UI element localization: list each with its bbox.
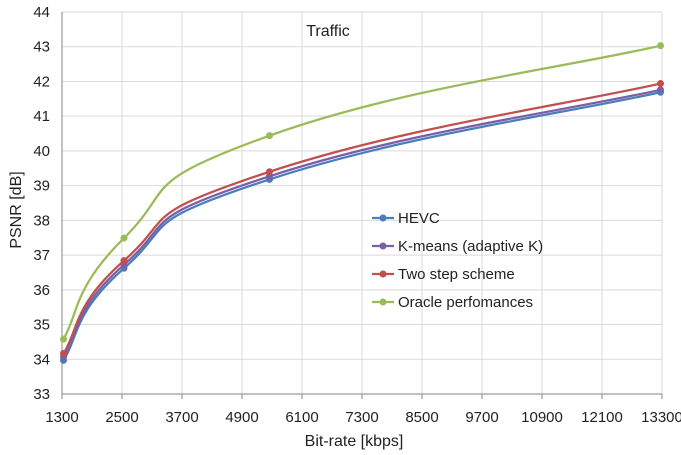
y-tick-label: 42: [33, 73, 50, 90]
series-line-two-step-scheme: [62, 82, 661, 354]
x-tick-label: 2500: [105, 409, 138, 426]
chart-title: Traffic: [306, 23, 350, 40]
legend: HEVC K-means (adaptive K) Two step scheme O…: [372, 210, 543, 311]
data-point-oracle-perfomances: [266, 132, 273, 140]
x-axis-label: Bit-rate [kbps]: [305, 433, 404, 450]
legend-label-hevc: HEVC: [398, 210, 440, 227]
x-tick-labels: 1300 2500 3700 4900 6100 7300 8500 9700 10900 121…: [45, 409, 681, 426]
data-point-two-step-scheme: [266, 168, 273, 176]
y-axis-label: PSNR [dB]: [8, 171, 25, 248]
y-tick-label: 43: [33, 39, 50, 56]
x-tick-label: 13300: [641, 409, 681, 426]
series-line-hevc: [62, 91, 661, 361]
data-point-two-step-scheme: [120, 257, 128, 265]
y-tick-labels: 33 34 35 36 37 38 39 40 41 42 43 44: [33, 4, 50, 403]
data-point-oracle-perfomances: [120, 234, 128, 242]
y-tick-label: 38: [33, 212, 50, 229]
data-point-k-means-adaptive-k: [657, 86, 664, 94]
y-tick-label: 35: [33, 317, 50, 334]
x-tick-label: 3700: [165, 409, 198, 426]
legend-marker-oracle-perfomances: [379, 298, 387, 306]
data-point-two-step-scheme: [60, 349, 67, 357]
series-lines: [60, 42, 664, 364]
legend-marker-two-step-scheme: [379, 270, 387, 278]
y-tick-label: 34: [33, 351, 50, 368]
y-tick-label: 41: [33, 108, 50, 125]
legend-label-two-step-scheme: Two step scheme: [398, 266, 515, 283]
y-tick-label: 36: [33, 282, 50, 299]
axes: [61, 12, 663, 399]
legend-marker-hevc: [379, 214, 387, 222]
x-tick-label: 6100: [285, 409, 318, 426]
x-tick-label: 10900: [521, 409, 563, 426]
x-tick-label: 12100: [581, 409, 623, 426]
x-tick-label: 7300: [345, 409, 378, 426]
y-tick-label: 39: [33, 178, 50, 195]
x-tick-label: 4900: [225, 409, 258, 426]
y-tick-label: 40: [33, 143, 50, 160]
y-tick-label: 37: [33, 247, 50, 264]
x-tick-label: 8500: [405, 409, 438, 426]
x-tick-label: 1300: [45, 409, 78, 426]
data-point-oracle-perfomances: [60, 335, 67, 343]
series-line-k-means-adaptive-k: [62, 88, 661, 358]
series-line-oracle-perfomances: [62, 44, 661, 340]
data-point-two-step-scheme: [657, 80, 664, 88]
legend-marker-k-means-adaptive-k: [379, 242, 387, 250]
legend-label-k-means-adaptive-k: K-means (adaptive K): [398, 238, 543, 255]
data-point-oracle-perfomances: [657, 42, 664, 50]
y-tick-label: 33: [33, 386, 50, 403]
x-tick-label: 9700: [465, 409, 498, 426]
legend-label-oracle-perfomances: Oracle perfomances: [398, 294, 533, 311]
y-tick-label: 44: [33, 4, 50, 21]
